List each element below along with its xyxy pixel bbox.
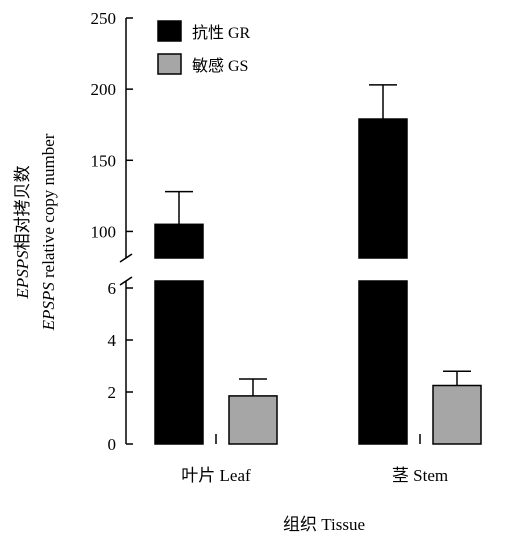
x-axis-title: 组织 Tissue [283, 515, 365, 534]
bars [154, 118, 482, 445]
legend-label-sensitive: 敏感 GS [192, 57, 248, 75]
y-axis-title-gene-2: EPSPS [39, 282, 58, 332]
y-tick-label: 2 [108, 383, 117, 402]
x-category-label-leaf: 叶片 Leaf [181, 466, 251, 485]
bar-resistant-stem-upper [358, 118, 408, 259]
x-ticks [215, 434, 421, 444]
y-axis [119, 18, 133, 444]
y-axis-break-mark-upper [119, 253, 133, 263]
legend-swatch-resistant [157, 20, 182, 42]
y-tick-label: 6 [108, 279, 117, 298]
bar-resistant-leaf-lower [154, 280, 204, 445]
y-tick-label: 4 [108, 331, 117, 350]
legend-label-resistant: 抗性 GR [192, 24, 251, 42]
bar-sensitive-stem [432, 384, 482, 445]
y-axis-title-gene-1: EPSPS [13, 250, 32, 300]
legend: 抗性 GR 敏感 GS [157, 20, 251, 75]
bar-sensitive-leaf [228, 395, 278, 445]
y-tick-label: 200 [91, 80, 117, 99]
y-axis-title-line1: EPSPS相对拷贝数 [13, 165, 32, 299]
y-tick-label: 100 [91, 222, 117, 241]
y-axis-title-text-2: relative copy number [39, 133, 58, 282]
y-axis-break-mark-lower [119, 276, 133, 286]
error-bars [165, 84, 471, 396]
legend-swatch-sensitive [157, 53, 182, 75]
bar-resistant-leaf-upper [154, 223, 204, 259]
y-ticks: 0 2 4 6 100 150 200 250 [91, 9, 133, 454]
y-tick-label: 250 [91, 9, 117, 28]
y-tick-label: 150 [91, 151, 117, 170]
bar-resistant-stem-lower [358, 280, 408, 445]
y-tick-label: 0 [108, 435, 117, 454]
y-axis-title-text-1: 相对拷贝数 [13, 165, 32, 250]
y-axis-title-line2: EPSPS relative copy number [39, 133, 58, 331]
x-category-label-stem: 茎 Stem [392, 466, 448, 485]
